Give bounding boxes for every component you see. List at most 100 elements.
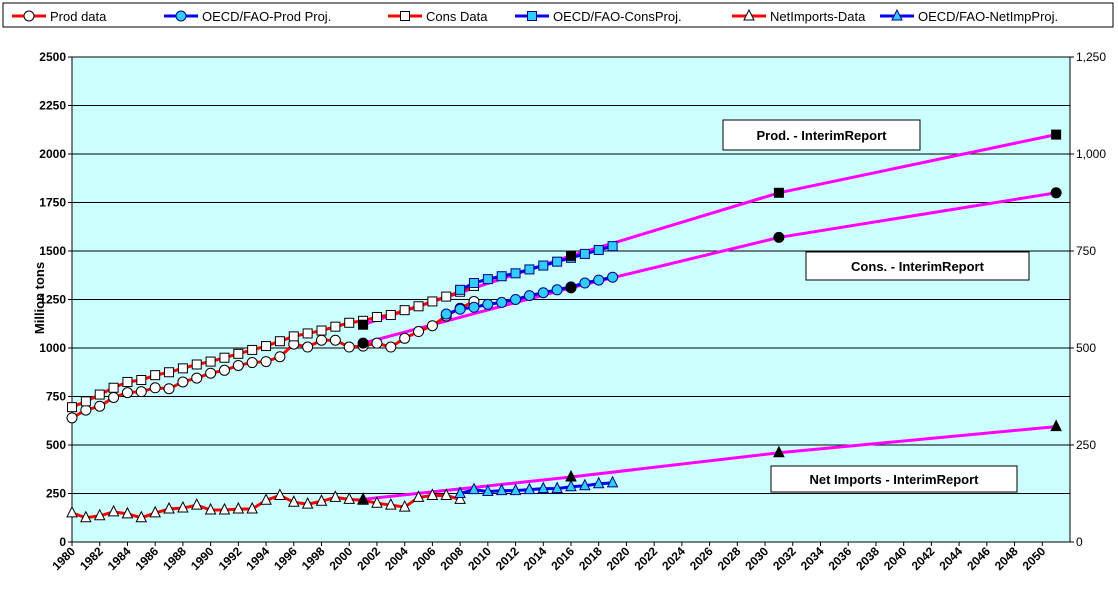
- data-point: [149, 382, 161, 394]
- y-tick-label: 1250: [39, 293, 66, 307]
- data-point: [93, 508, 106, 521]
- x-tick-label: 1994: [243, 544, 272, 573]
- data-point: [233, 348, 244, 359]
- data-point: [288, 331, 299, 342]
- data-point: [191, 372, 203, 384]
- data-point: [592, 476, 605, 489]
- data-point: [163, 383, 175, 395]
- data-point: [191, 359, 202, 370]
- data-point: [136, 375, 147, 386]
- data-point: [67, 402, 77, 413]
- data-point: [190, 498, 203, 510]
- interim-line: [362, 425, 1057, 501]
- data-point: [246, 357, 258, 369]
- data-point: [274, 336, 285, 347]
- x-tick-label: 2000: [327, 544, 356, 573]
- interim-point: [1051, 129, 1062, 140]
- y-tick-label: 2500: [39, 50, 66, 64]
- data-point: [399, 305, 410, 316]
- data-point: [454, 303, 466, 315]
- plot-area: Prod. - InterimReport Cons. - InterimRepo…: [66, 56, 1071, 543]
- data-point: [440, 488, 453, 500]
- data-point: [302, 328, 313, 339]
- legend-label: OECD/FAO-NetImpProj.: [918, 9, 1058, 24]
- data-point: [287, 495, 300, 507]
- x-tick-label: 2048: [992, 544, 1021, 573]
- data-point: [177, 500, 189, 513]
- interim-line: [362, 191, 1057, 345]
- data-point: [329, 334, 341, 346]
- annotation-box: [722, 119, 921, 151]
- legend-label: NetImports-Data: [770, 9, 866, 24]
- x-tick-label: 1996: [271, 544, 300, 573]
- data-point: [412, 490, 425, 502]
- data-point: [413, 326, 425, 338]
- data-point: [108, 391, 120, 403]
- x-tick-label: 1988: [160, 544, 189, 573]
- data-point: [455, 284, 466, 295]
- data-point: [495, 483, 508, 496]
- data-point: [66, 412, 78, 424]
- data-point: [524, 264, 535, 275]
- legend-label: Cons Data: [426, 9, 488, 24]
- x-tick-label: 2042: [909, 544, 938, 573]
- data-point: [468, 482, 480, 495]
- data-point: [344, 317, 355, 328]
- data-point: [551, 284, 563, 296]
- interim-point: [565, 282, 577, 294]
- interim-point: [566, 250, 576, 261]
- data-point: [579, 277, 591, 289]
- interim-point: [773, 231, 785, 243]
- legend-marker: [175, 10, 187, 22]
- interim-point: [1050, 419, 1062, 432]
- data-point: [607, 271, 619, 283]
- legend-label: OECD/FAO-Prod Proj.: [202, 9, 331, 24]
- data-point: [384, 498, 397, 510]
- x-tick-label: 1992: [216, 544, 245, 573]
- y-tick-label: 1750: [39, 196, 66, 210]
- data-point: [454, 492, 466, 504]
- annotation-box: [805, 251, 1030, 281]
- data-point: [510, 268, 521, 279]
- data-point: [579, 248, 590, 259]
- data-point: [468, 278, 479, 289]
- x-tick-label: 1982: [77, 544, 106, 573]
- legend-marker: [400, 11, 410, 21]
- data-point: [551, 481, 563, 494]
- data-point: [482, 274, 493, 285]
- data-point: [343, 341, 355, 353]
- data-point: [94, 400, 106, 412]
- interim-point: [565, 469, 577, 482]
- data-point: [496, 296, 508, 308]
- y-tick-label: 2250: [39, 99, 66, 113]
- legend-marker: [743, 8, 755, 21]
- data-point: [482, 484, 494, 497]
- data-point: [440, 308, 452, 320]
- x-tick-label: 2006: [410, 544, 439, 573]
- data-point: [538, 260, 549, 271]
- data-point: [371, 496, 383, 508]
- annotation-label: Net Imports - InterimReport: [809, 472, 979, 487]
- data-point: [537, 481, 550, 494]
- interim-point: [773, 445, 785, 458]
- data-point: [204, 502, 217, 515]
- x-tick-label: 2024: [659, 544, 688, 573]
- x-tick-label: 2016: [548, 544, 577, 573]
- x-tick-label: 2046: [964, 544, 993, 573]
- x-tick-label: 1980: [49, 544, 78, 573]
- data-point: [413, 301, 424, 312]
- data-point: [150, 370, 161, 381]
- data-point: [606, 475, 619, 488]
- data-point: [510, 294, 522, 305]
- data-point: [205, 356, 216, 367]
- data-point: [260, 493, 272, 505]
- x-tick-label: 2008: [437, 544, 466, 573]
- data-point: [315, 494, 328, 506]
- data-point: [579, 478, 591, 491]
- data-point: [246, 501, 259, 514]
- y2-tick-label: 1,250: [1076, 50, 1106, 64]
- data-point: [399, 332, 411, 344]
- data-point: [385, 341, 397, 353]
- data-point: [343, 492, 356, 504]
